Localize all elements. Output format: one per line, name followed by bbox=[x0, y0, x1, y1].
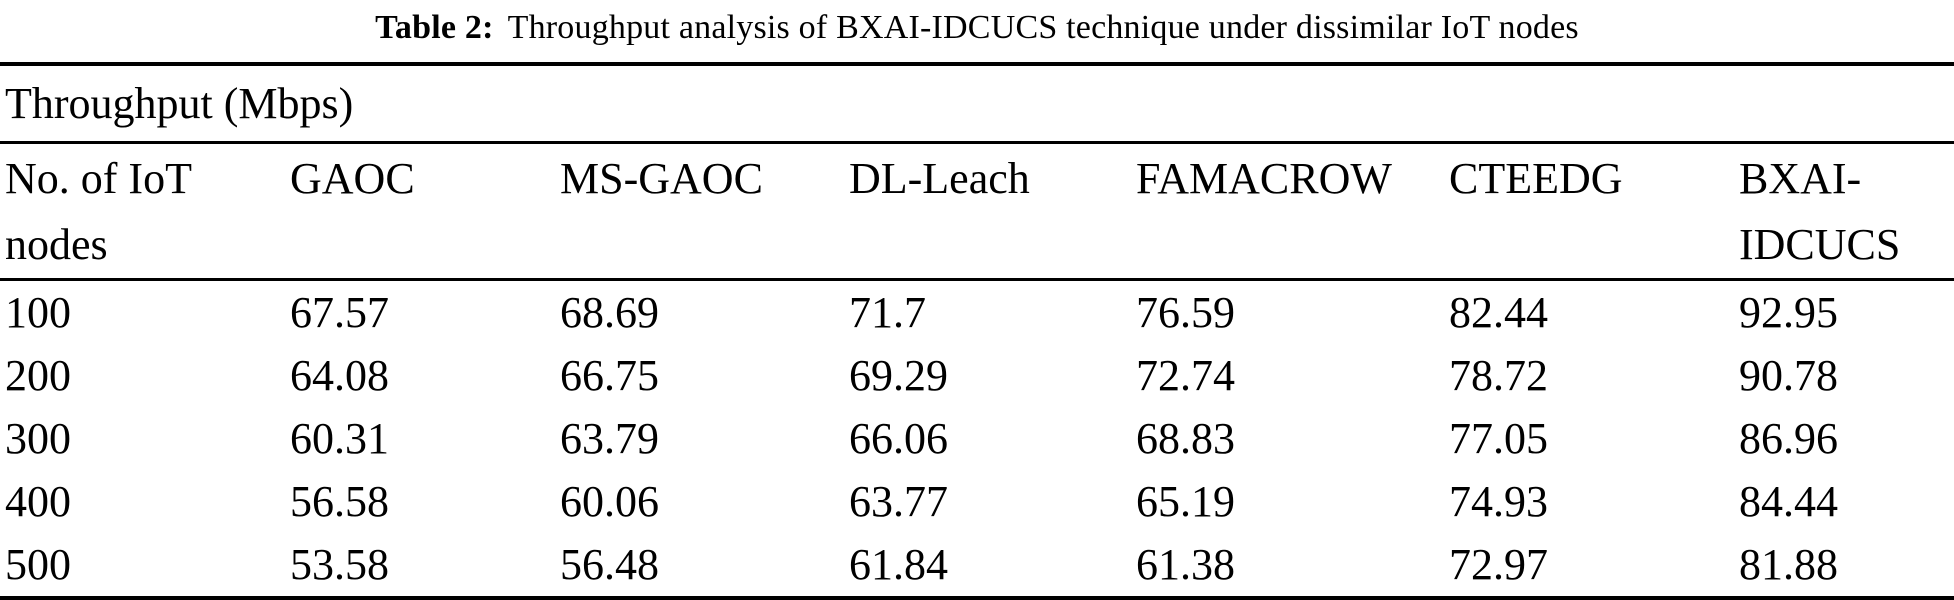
table-cell: 63.79 bbox=[560, 414, 659, 463]
table-cell: 68.83 bbox=[1136, 414, 1235, 463]
table-cell: 60.31 bbox=[290, 414, 389, 463]
table-cell: 61.38 bbox=[1131, 533, 1444, 600]
table-cell: 56.48 bbox=[555, 533, 844, 600]
table-cell: 81.88 bbox=[1734, 533, 1954, 600]
table-cell: 84.44 bbox=[1739, 477, 1838, 526]
table-cell: 86.96 bbox=[1739, 414, 1838, 463]
table-caption-label: Table 2: bbox=[375, 9, 494, 46]
table-cell: 60.06 bbox=[560, 477, 659, 526]
table-cell: 68.69 bbox=[560, 288, 659, 337]
unit-header-row: Throughput (Mbps) bbox=[0, 62, 1954, 144]
table-cell: 74.93 bbox=[1449, 477, 1548, 526]
table-cell: 67.57 bbox=[290, 288, 389, 337]
column-header-gaoc: GAOC bbox=[285, 142, 555, 281]
unit-header-cell: Throughput (Mbps) bbox=[0, 62, 1954, 144]
table-row: 200 64.08 66.75 69.29 72.74 78.72 90.78 bbox=[0, 344, 1954, 407]
table-cell: 69.29 bbox=[849, 351, 948, 400]
table-cell: 92.95 bbox=[1739, 288, 1838, 337]
table-cell: 82.44 bbox=[1449, 288, 1548, 337]
table-cell: 64.08 bbox=[290, 351, 389, 400]
table-row: 400 56.58 60.06 63.77 65.19 74.93 84.44 bbox=[0, 470, 1954, 533]
row-label: 500 bbox=[0, 533, 285, 600]
row-label: 400 bbox=[5, 477, 71, 526]
table-row: 300 60.31 63.79 66.06 68.83 77.05 86.96 bbox=[0, 407, 1954, 470]
table-row: 500 53.58 56.48 61.84 61.38 72.97 81.88 bbox=[0, 533, 1954, 600]
table-cell: 61.84 bbox=[844, 533, 1131, 600]
column-header-row: No. of IoT nodes GAOC MS-GAOC DL-Leach F… bbox=[0, 142, 1954, 281]
table-cell: 71.7 bbox=[849, 288, 926, 337]
table-caption: Table 2: Throughput analysis of BXAI-IDCU… bbox=[0, 0, 1954, 62]
table-caption-text: Throughput analysis of BXAI-IDCUCS techn… bbox=[507, 9, 1579, 46]
table-cell: 78.72 bbox=[1449, 351, 1548, 400]
table-cell: 63.77 bbox=[849, 477, 948, 526]
row-label: 300 bbox=[5, 414, 71, 463]
table-cell: 77.05 bbox=[1449, 414, 1548, 463]
table-cell: 66.06 bbox=[849, 414, 948, 463]
table-cell: 72.97 bbox=[1444, 533, 1734, 600]
column-header-bxai-idcucs: BXAI- IDCUCS bbox=[1734, 142, 1954, 281]
column-header-nodes: No. of IoT nodes bbox=[0, 142, 285, 281]
row-label: 100 bbox=[5, 288, 71, 337]
table-cell: 56.58 bbox=[290, 477, 389, 526]
table-cell: 90.78 bbox=[1739, 351, 1838, 400]
table-cell: 65.19 bbox=[1136, 477, 1235, 526]
table-cell: 76.59 bbox=[1136, 288, 1235, 337]
table-row: 100 67.57 68.69 71.7 76.59 82.44 92.95 bbox=[0, 280, 1954, 345]
throughput-table: Throughput (Mbps) No. of IoT nodes GAOC … bbox=[0, 62, 1954, 600]
table-cell: 53.58 bbox=[285, 533, 555, 600]
column-header-ms-gaoc: MS-GAOC bbox=[555, 142, 844, 281]
column-header-famacrow: FAMACROW bbox=[1131, 142, 1444, 281]
row-label: 200 bbox=[5, 351, 71, 400]
table-cell: 66.75 bbox=[560, 351, 659, 400]
column-header-cteedg: CTEEDG bbox=[1444, 142, 1734, 281]
table-cell: 72.74 bbox=[1136, 351, 1235, 400]
column-header-dl-leach: DL-Leach bbox=[844, 142, 1131, 281]
